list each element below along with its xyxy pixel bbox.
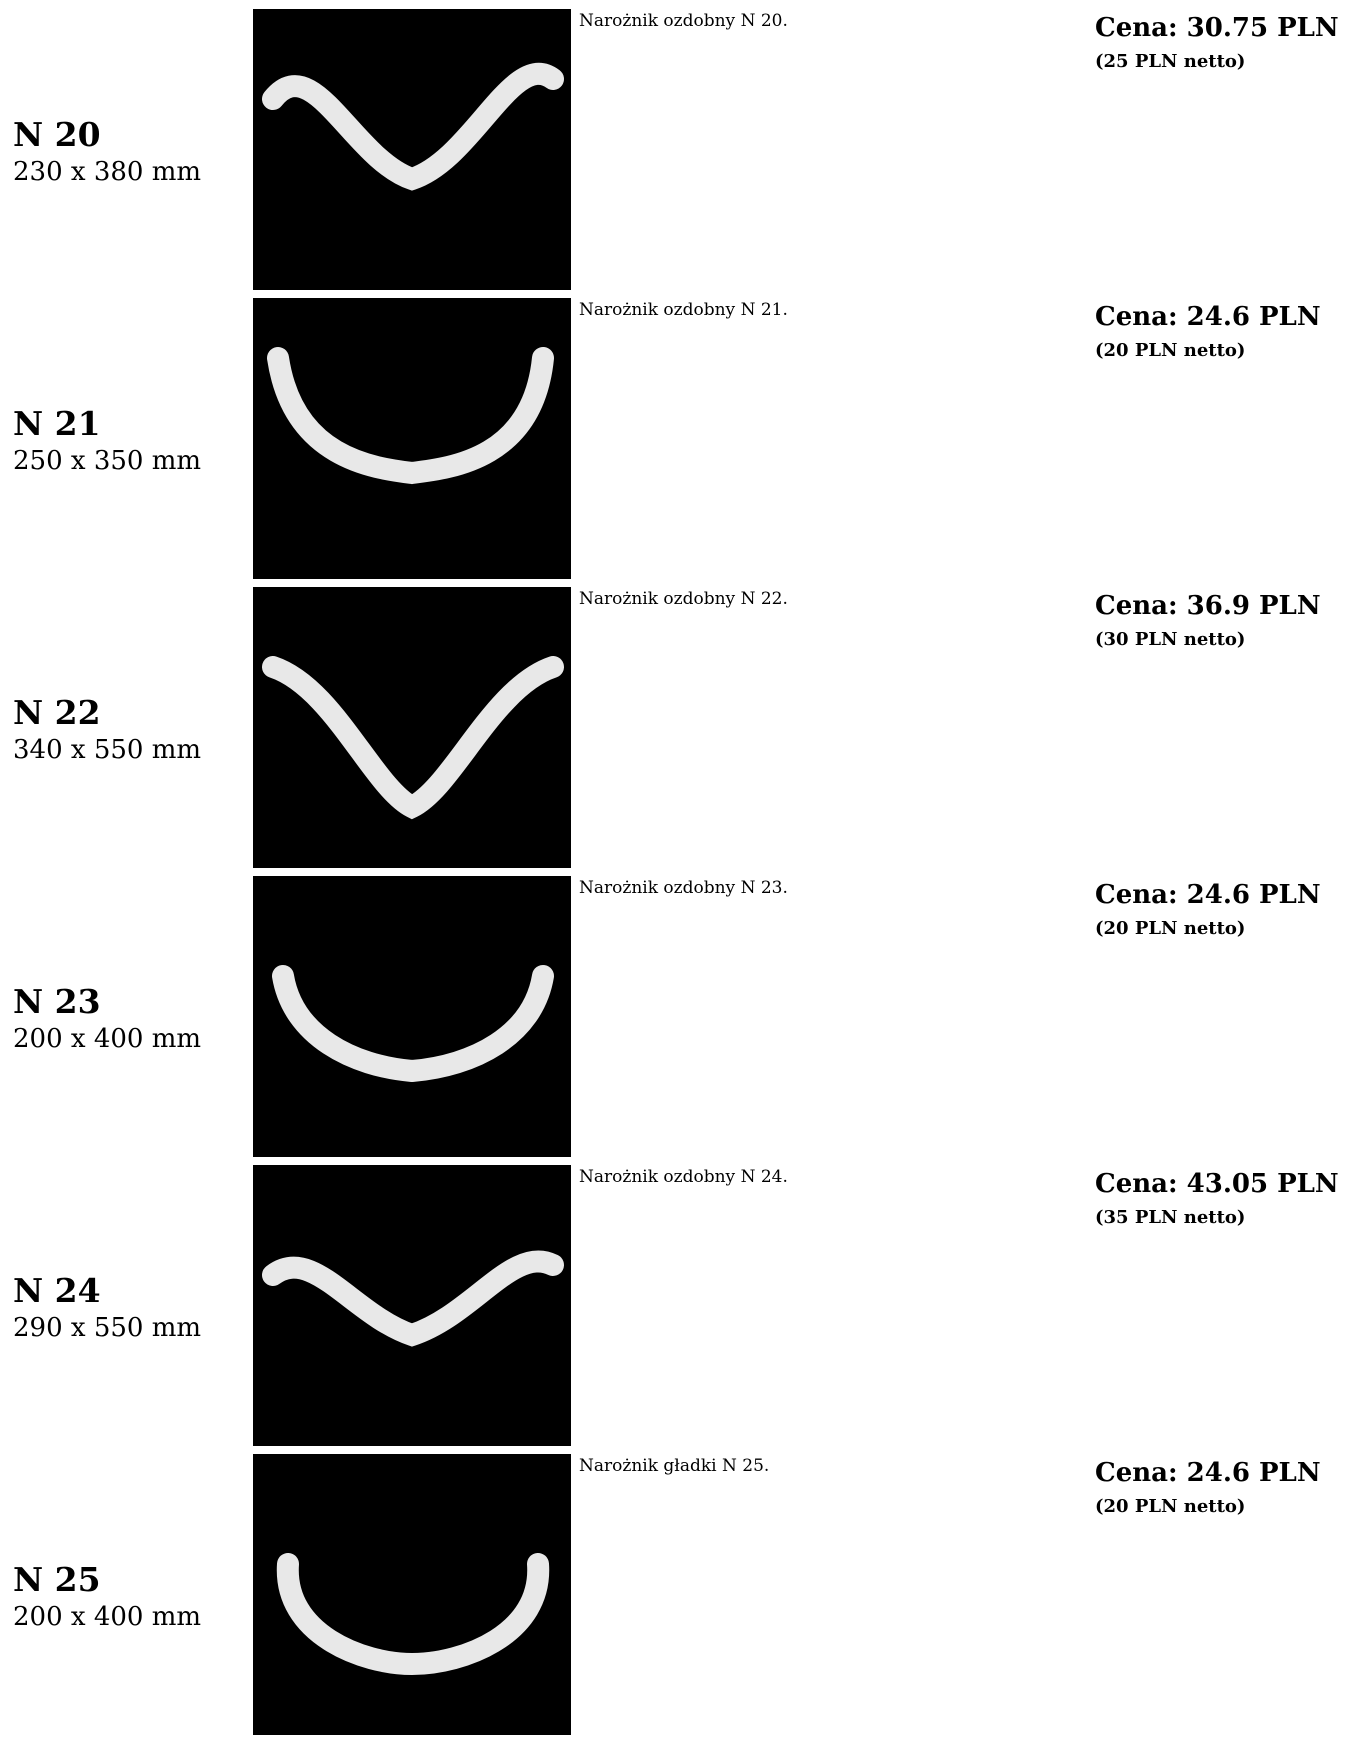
- product-price: Cena: 24.6 PLN: [1095, 1458, 1321, 1488]
- product-image: [253, 1165, 571, 1446]
- ornament: [262, 62, 564, 191]
- product-net-price: (25 PLN netto): [1095, 51, 1246, 72]
- ornament: [267, 347, 554, 485]
- product-row: N 22 340 x 550 mm Narożnik ozdobny N 22. Ce…: [0, 587, 1351, 876]
- product-description: Narożnik ozdobny N 24.: [579, 1167, 788, 1187]
- product-description: Narożnik ozdobny N 21.: [579, 300, 788, 320]
- product-code: N 22: [13, 693, 101, 732]
- product-image: [253, 587, 571, 868]
- product-row: N 25 200 x 400 mm Narożnik gładki N 25. Cen…: [0, 1454, 1351, 1737]
- product-net-price: (20 PLN netto): [1095, 340, 1246, 361]
- product-image: [253, 1454, 571, 1735]
- product-code: N 24: [13, 1271, 101, 1310]
- product-price: Cena: 36.9 PLN: [1095, 591, 1321, 621]
- product-size: 250 x 350 mm: [13, 446, 202, 476]
- product-size: 200 x 400 mm: [13, 1024, 202, 1054]
- product-price: Cena: 24.6 PLN: [1095, 302, 1321, 332]
- ornament-shape: [267, 347, 554, 485]
- product-description: Narożnik ozdobny N 23.: [579, 878, 788, 898]
- ornament-shape: [262, 1250, 564, 1347]
- product-description: Narożnik ozdobny N 20.: [579, 11, 788, 31]
- product-image: [253, 876, 571, 1157]
- product-code: N 20: [13, 115, 101, 154]
- product-size: 340 x 550 mm: [13, 735, 202, 765]
- product-size: 230 x 380 mm: [13, 157, 202, 187]
- ornament-shape: [262, 62, 564, 191]
- product-description: Narożnik gładki N 25.: [579, 1456, 770, 1476]
- product-code: N 23: [13, 982, 101, 1021]
- product-code: N 21: [13, 404, 101, 443]
- product-price: Cena: 43.05 PLN: [1095, 1169, 1339, 1199]
- product-row: N 23 200 x 400 mm Narożnik ozdobny N 23. Ce…: [0, 876, 1351, 1165]
- product-net-price: (35 PLN netto): [1095, 1207, 1246, 1228]
- product-price: Cena: 24.6 PLN: [1095, 880, 1321, 910]
- ornament: [272, 965, 554, 1083]
- product-net-price: (20 PLN netto): [1095, 1496, 1246, 1517]
- product-code: N 25: [13, 1560, 101, 1599]
- product-net-price: (20 PLN netto): [1095, 918, 1246, 939]
- product-net-price: (30 PLN netto): [1095, 629, 1246, 650]
- product-size: 290 x 550 mm: [13, 1313, 202, 1343]
- product-description: Narożnik ozdobny N 22.: [579, 589, 788, 609]
- product-price: Cena: 30.75 PLN: [1095, 13, 1339, 43]
- product-size: 200 x 400 mm: [13, 1602, 202, 1632]
- ornament: [262, 1250, 564, 1347]
- ornament-shape: [272, 965, 554, 1083]
- product-row: N 21 250 x 350 mm Narożnik ozdobny N 21. Ce…: [0, 298, 1351, 587]
- product-image: [253, 9, 571, 290]
- product-image: [253, 298, 571, 579]
- ornament: [276, 1553, 550, 1676]
- ornament-shape: [262, 656, 564, 820]
- product-row: N 20 230 x 380 mm Narożnik ozdobny N 20. Ce…: [0, 9, 1351, 298]
- product-row: N 24 290 x 550 mm Narożnik ozdobny N 24. Ce…: [0, 1165, 1351, 1454]
- ornament: [262, 656, 564, 820]
- ornament-shape: [276, 1553, 550, 1676]
